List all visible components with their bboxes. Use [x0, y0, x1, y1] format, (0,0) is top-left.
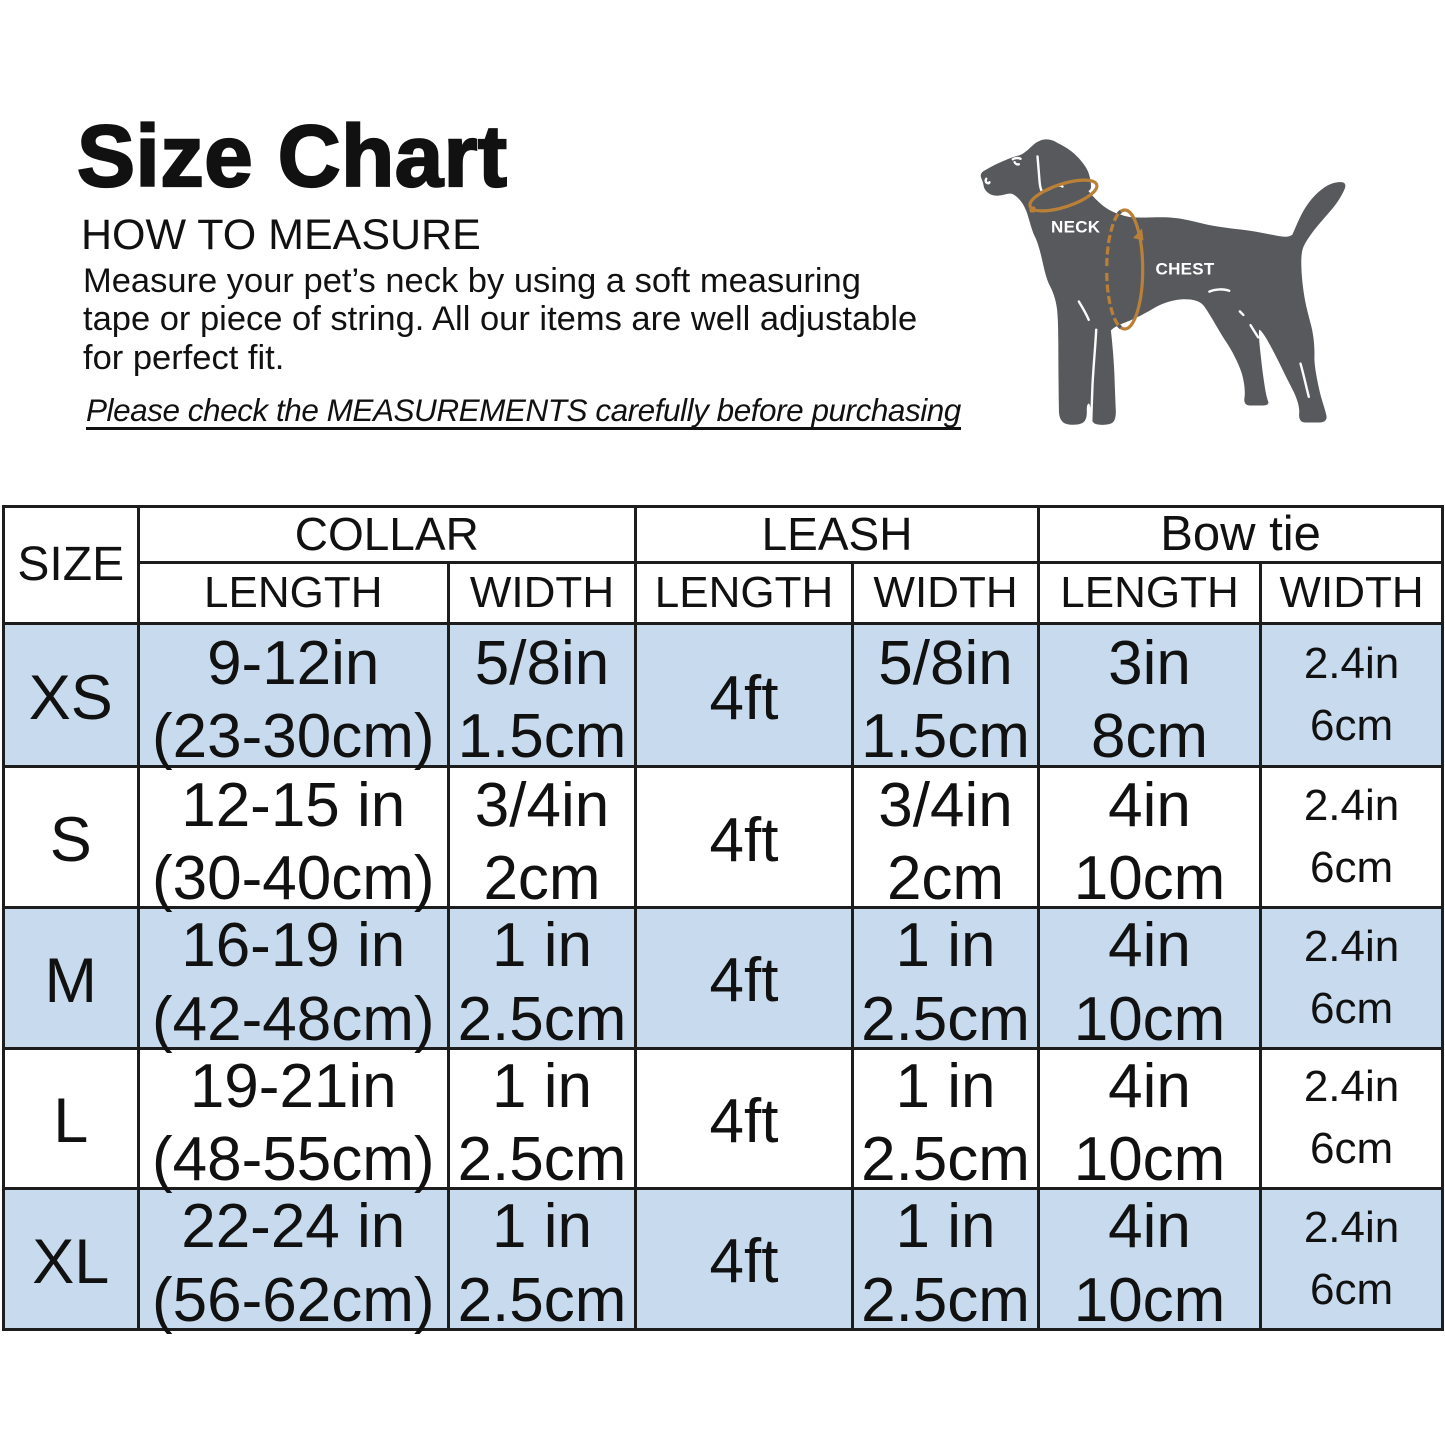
svg-text:NECK: NECK — [1051, 218, 1101, 237]
svg-text:CHEST: CHEST — [1156, 260, 1215, 279]
